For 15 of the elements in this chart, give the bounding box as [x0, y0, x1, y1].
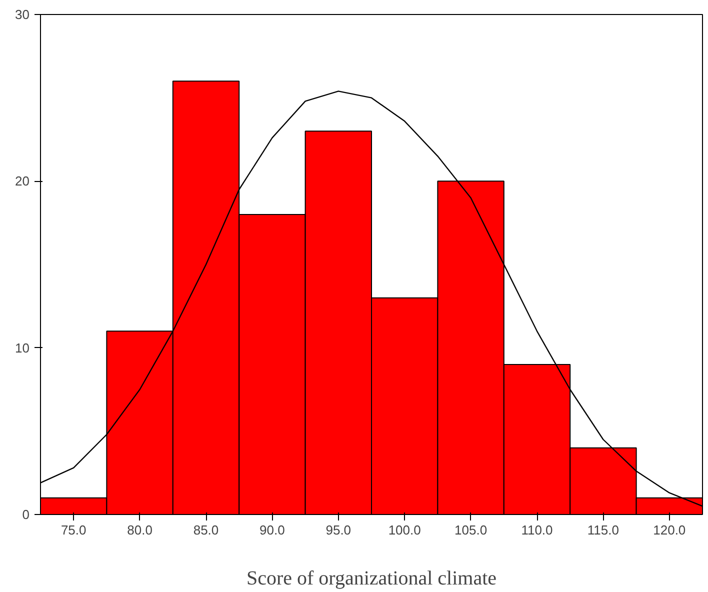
x-tick-label: 105.0 [454, 522, 488, 538]
y-tick-label: 10 [15, 340, 30, 356]
x-tick-label: 110.0 [521, 522, 553, 538]
y-tick-label: 30 [15, 7, 30, 22]
x-tick-label: 75.0 [60, 522, 86, 538]
x-tick-label: 120.0 [653, 522, 686, 538]
y-tick-label: 0 [22, 507, 30, 522]
x-tick-label: 90.0 [260, 522, 285, 538]
x-tick-label: 85.0 [193, 522, 219, 538]
x-tick-label: 100.0 [388, 522, 421, 538]
y-tick-label: 20 [15, 174, 30, 189]
x-tick-label: 95.0 [326, 522, 352, 538]
x-axis-title: Score of organizational climate [246, 568, 497, 590]
x-tick-label: 80.0 [127, 522, 152, 538]
x-tick-label: 115.0 [587, 522, 619, 538]
